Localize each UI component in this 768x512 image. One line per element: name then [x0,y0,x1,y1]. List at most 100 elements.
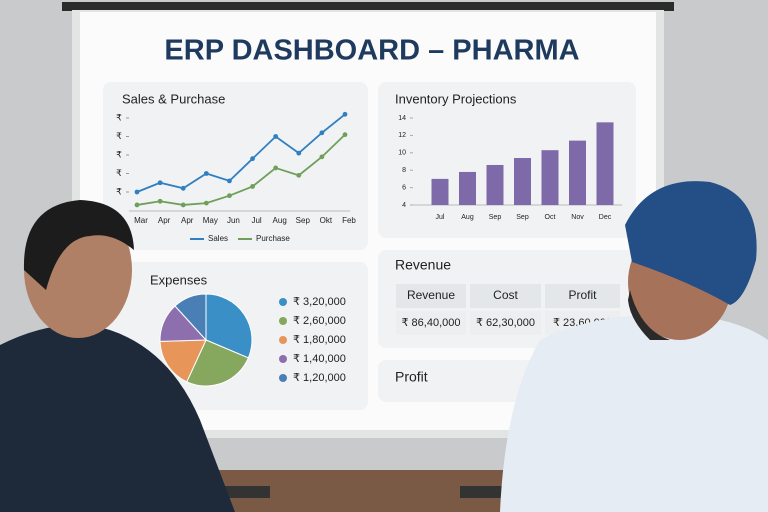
panel [103,82,368,250]
charts: ₹ ₹ ₹ ₹ ₹ Mar Apr Apr May Jun Jul Aug Sep Okt Feb Sales… [116,111,622,387]
table-header-cell [545,284,620,308]
x-tick-label: May [203,216,218,225]
panel-title: Profit [395,369,428,385]
point [250,156,255,162]
point [319,130,325,136]
table-value: ₹ 86,40,000 [402,317,461,329]
pie-slice [159,339,207,383]
y-tick-label: ₹ [116,149,122,159]
dashboard-title: ERP DASHBOARD – PHARMA [164,35,579,67]
point [342,111,348,117]
screen-bar [62,2,674,11]
x-tick-label: Apr [158,216,171,225]
right-person-beard [628,290,670,340]
pie-slice [205,293,253,359]
people [0,181,768,512]
point [273,165,279,171]
series-line [136,113,346,193]
table-header-cell [396,284,466,308]
x-tick-label: Sep [296,216,311,225]
legend-swatch [279,355,287,363]
series-line [136,134,346,206]
point [319,154,325,160]
y-tick-label: 10 [398,150,406,157]
point [157,180,163,186]
legend-swatch [279,374,287,382]
x-tick-label: Mar [134,216,148,225]
legend-label: Purchase [256,234,290,243]
point [227,193,232,199]
point [273,134,279,139]
bar [569,140,586,205]
table-header: Profit [568,288,597,302]
point [180,202,186,208]
legend-label: ₹ 3,20,000 [293,296,346,308]
panel-title: Expenses [150,272,208,287]
x-tick-label: Feb [342,216,356,225]
table-value: ₹ 62,30,000 [476,317,535,329]
legend-label: ₹ 2,60,000 [293,315,346,327]
x-tick-label: Dec [599,214,612,221]
table-header: Cost [493,288,518,302]
legend-label: ₹ 1,40,000 [293,353,346,365]
pie-slice [174,293,207,342]
x-tick-label: Apr [181,216,194,225]
laptop [460,486,510,498]
point [296,172,302,178]
bar [596,122,614,205]
point [227,178,232,184]
x-tick-label: Nov [571,214,584,221]
table-cell [396,311,466,335]
point [203,171,209,176]
panel-title: Inventory Projections [395,91,517,106]
legend-label: Sales [208,234,228,243]
x-tick-label: Jul [251,216,261,225]
legend-label: ₹ 1,20,000 [293,372,346,384]
panel-title: Sales & Purchase [122,91,225,106]
y-tick-label: ₹ [116,186,122,196]
y-tick-label: 6 [402,184,406,191]
bar [486,164,504,205]
y-tick-label: ₹ [116,112,122,122]
legend-label: ₹ 1,80,000 [293,334,346,346]
y-tick-label: ₹ [116,168,122,178]
x-tick-label: Oct [545,214,556,221]
x-tick-label: Okt [320,216,333,225]
table-header-cell [470,284,541,308]
table-cell [470,311,541,335]
bar [431,178,449,205]
point [250,184,255,189]
bar [459,171,476,205]
x-tick-label: Sep [516,214,529,221]
panel-title: Revenue [395,257,451,273]
point [134,189,140,195]
x-tick-label: Jun [227,216,240,225]
x-tick-label: Sep [489,214,502,221]
bar [514,158,531,205]
right-person-turban [625,181,757,305]
point [342,132,348,138]
left-person-body [0,325,235,512]
legend-swatch [279,298,287,306]
x-tick-label: Aug [461,214,474,221]
point [296,150,302,156]
x-tick-label: Aug [273,216,287,225]
point [180,185,186,191]
legend-swatch [279,317,287,325]
legend-swatch [279,336,287,344]
laptop [220,486,270,498]
point [203,200,209,206]
point [134,202,140,208]
left-person-hair [23,200,134,290]
x-tick-label: Jul [436,214,445,221]
point [157,198,163,204]
bar [541,150,559,205]
right-person-body [500,314,768,512]
y-tick-label: 8 [402,167,406,174]
y-tick-label: 14 [398,115,406,122]
y-tick-label: 12 [398,132,406,139]
table-header: Revenue [407,288,455,302]
y-tick-label: ₹ [116,131,122,141]
y-tick-label: 4 [402,202,406,209]
